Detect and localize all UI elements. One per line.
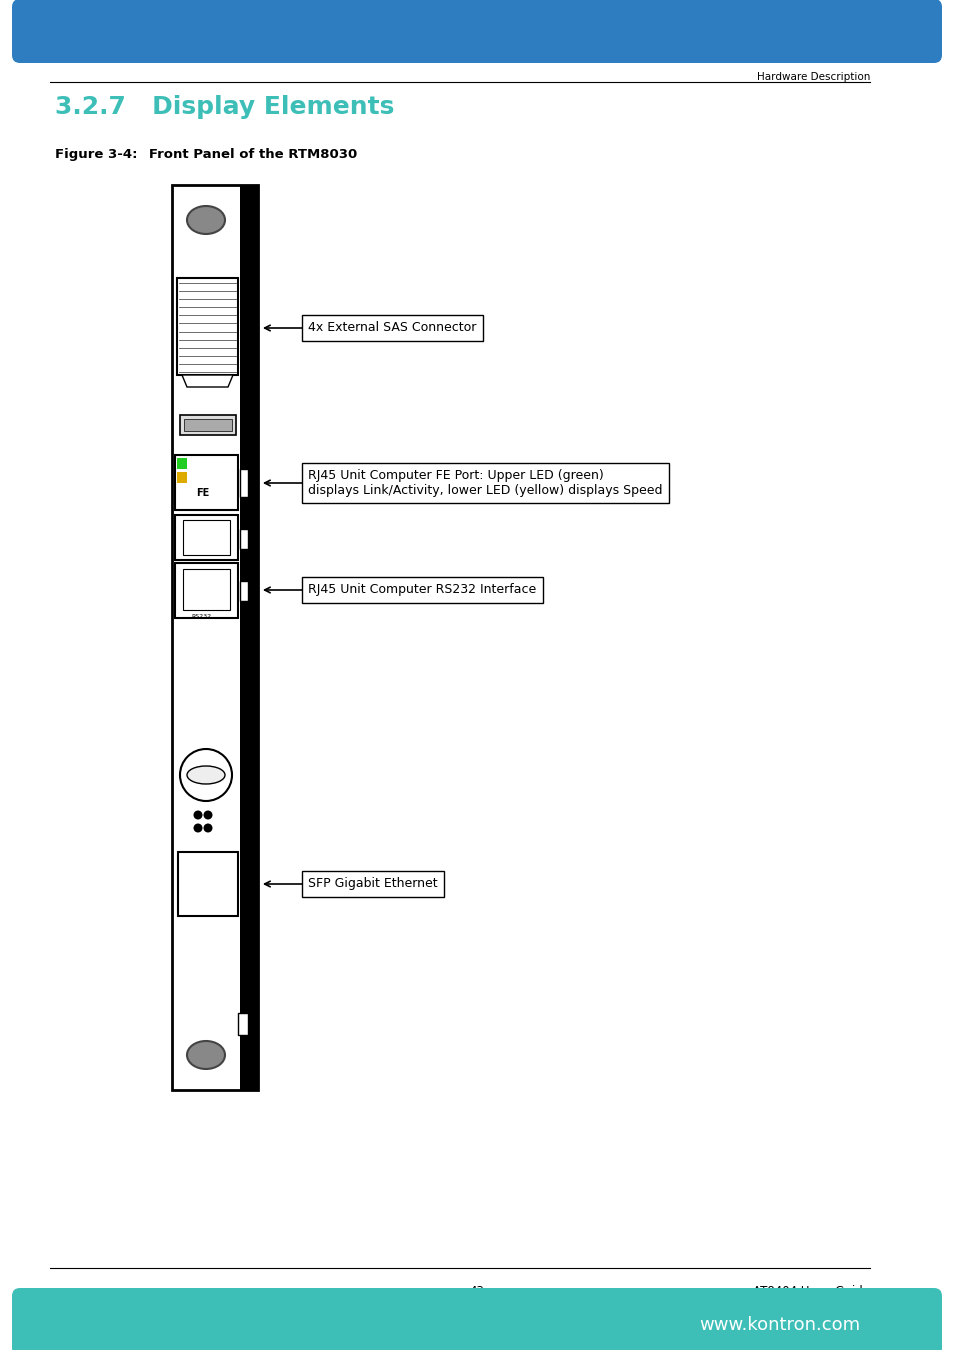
- Bar: [183, 568, 230, 610]
- Circle shape: [203, 824, 213, 833]
- Text: RJ45 Unit Computer FE Port: Upper LED (green)
displays Link/Activity, lower LED : RJ45 Unit Computer FE Port: Upper LED (g…: [308, 468, 661, 497]
- Text: RS232: RS232: [192, 614, 212, 620]
- Bar: [240, 1035, 257, 1089]
- Ellipse shape: [187, 207, 225, 234]
- Bar: [174, 563, 237, 618]
- Bar: [240, 185, 257, 1089]
- Bar: [183, 520, 230, 555]
- Bar: [172, 185, 257, 1089]
- Text: Front Panel of the RTM8030: Front Panel of the RTM8030: [135, 148, 356, 161]
- Bar: [240, 468, 248, 497]
- Circle shape: [203, 810, 213, 819]
- Text: RJ45 Unit Computer RS232 Interface: RJ45 Unit Computer RS232 Interface: [308, 583, 536, 597]
- Bar: [177, 458, 187, 468]
- Text: 3.2.7   Display Elements: 3.2.7 Display Elements: [55, 95, 394, 119]
- Bar: [240, 529, 248, 549]
- Ellipse shape: [187, 1041, 225, 1069]
- Text: FE: FE: [196, 487, 210, 498]
- Bar: [240, 580, 248, 601]
- FancyBboxPatch shape: [12, 1288, 941, 1350]
- Bar: [174, 514, 237, 560]
- Text: Hardware Description: Hardware Description: [756, 72, 869, 82]
- Bar: [178, 852, 237, 917]
- Bar: [174, 455, 237, 510]
- FancyBboxPatch shape: [12, 0, 941, 63]
- Bar: [184, 418, 232, 431]
- Bar: [237, 1012, 248, 1035]
- Polygon shape: [182, 375, 233, 387]
- Circle shape: [193, 824, 202, 833]
- Bar: [180, 414, 235, 435]
- Circle shape: [193, 810, 202, 819]
- Text: www.kontron.com: www.kontron.com: [699, 1316, 859, 1334]
- Bar: [177, 278, 237, 375]
- Text: 43: 43: [469, 1285, 484, 1297]
- Text: SFP Gigabit Ethernet: SFP Gigabit Ethernet: [308, 878, 437, 891]
- Text: AT8404 User  Guide: AT8404 User Guide: [752, 1285, 869, 1297]
- Text: 4x External SAS Connector: 4x External SAS Connector: [308, 321, 476, 335]
- Ellipse shape: [187, 765, 225, 784]
- Text: Figure 3-4:: Figure 3-4:: [55, 148, 137, 161]
- Circle shape: [180, 749, 232, 801]
- Bar: [177, 472, 187, 483]
